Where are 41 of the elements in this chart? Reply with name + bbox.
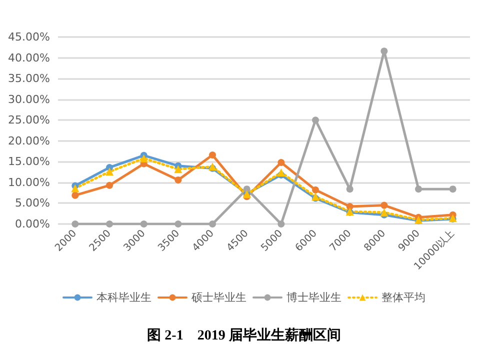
text: 图 2-1 2019 届毕业生薪酬区间 (147, 328, 341, 344)
legend-label: 本科毕业生 (96, 291, 152, 304)
point (106, 220, 113, 228)
point (380, 48, 388, 55)
point (415, 186, 422, 193)
point (278, 159, 285, 166)
point (277, 168, 286, 176)
point (209, 220, 216, 228)
y-tick-label: 35.00% (8, 72, 50, 86)
y-tick-label: 10.00% (8, 176, 50, 189)
point (71, 184, 80, 192)
point (243, 186, 250, 193)
y-tick-label: 30.00% (8, 92, 50, 106)
point (380, 208, 388, 216)
y-tick-label: 5.00% (15, 196, 50, 210)
point (174, 165, 182, 174)
y-tick-label: 15.00% (8, 155, 50, 168)
point (278, 220, 285, 228)
point (209, 152, 216, 159)
point (140, 220, 148, 228)
point (312, 186, 319, 194)
point (346, 186, 354, 193)
y-tick-label: 40.00% (8, 51, 50, 64)
point (106, 182, 113, 189)
legend-label: 博士毕业生 (286, 291, 342, 304)
point (346, 203, 354, 210)
point (312, 116, 319, 124)
y-tick-label: 20.00% (8, 134, 50, 148)
point (106, 168, 114, 176)
legend-label: 整体平均 (382, 291, 426, 304)
point (174, 176, 182, 184)
point (72, 192, 79, 199)
legend-label: 硕士毕业生 (190, 291, 246, 304)
y-tick-label: 25.00% (8, 114, 50, 127)
y-tick-label: 45.00% (8, 30, 50, 44)
point (140, 154, 148, 162)
y-tick-label: 0.00% (15, 218, 50, 230)
point (72, 220, 79, 228)
point (380, 202, 388, 209)
point (449, 186, 456, 193)
point (174, 220, 182, 228)
